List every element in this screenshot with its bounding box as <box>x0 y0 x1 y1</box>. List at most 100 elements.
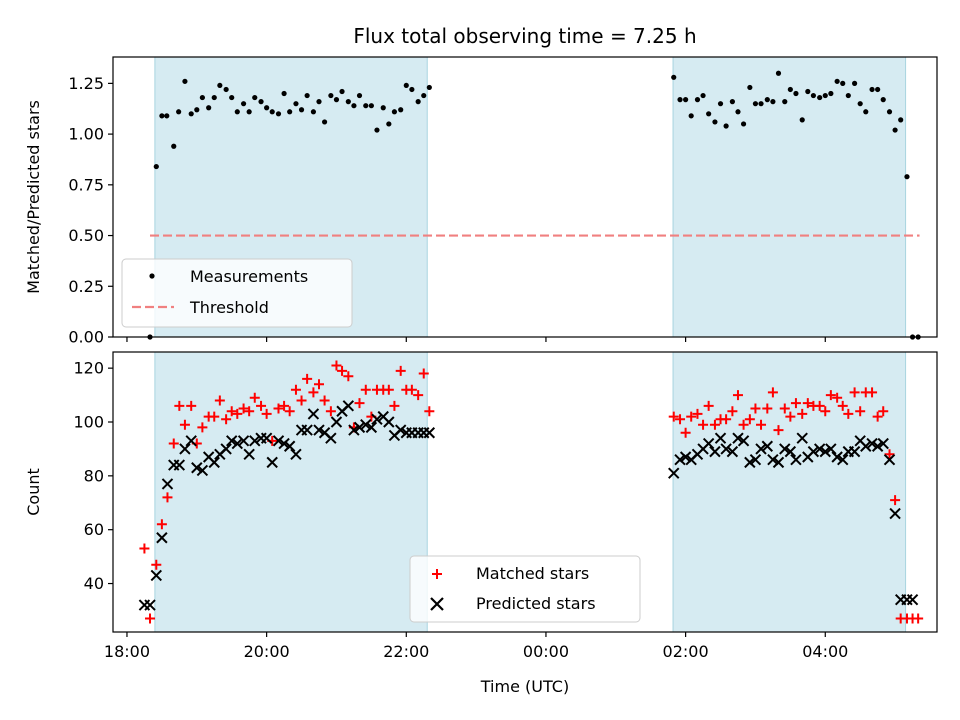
matched-star-point <box>680 427 691 438</box>
measurement-point <box>875 86 881 93</box>
matched-star-point <box>354 398 365 409</box>
measurement-point <box>171 143 177 149</box>
measurement-point <box>740 121 747 127</box>
matched-star-point <box>360 384 371 395</box>
measurement-point <box>712 119 718 125</box>
matched-star-point <box>703 400 714 411</box>
matched-star-point <box>837 400 848 411</box>
measurement-point <box>234 109 240 115</box>
matched-star-point <box>249 392 260 403</box>
measurement-point <box>845 92 851 99</box>
matched-star-point <box>261 408 272 419</box>
measurement-point <box>782 99 788 105</box>
measurement-point <box>863 109 869 115</box>
predicted-star-point <box>674 453 686 466</box>
predicted-star-point <box>744 456 756 469</box>
x-tick-label: 22:00 <box>383 642 429 661</box>
y-tick-label: 40 <box>84 574 104 593</box>
measurement-point <box>391 109 398 115</box>
matched-star-point <box>797 408 808 419</box>
measurement-point <box>176 109 182 115</box>
measurement-point <box>886 109 893 115</box>
measurement-point <box>775 70 782 76</box>
measurement-point <box>409 86 415 93</box>
predicted-star-point <box>313 424 325 436</box>
measurement-point <box>793 90 799 97</box>
axes-frame <box>112 56 938 338</box>
matched-star-point <box>668 411 679 422</box>
legend-matched-label: Matched stars <box>476 564 589 583</box>
predicted-star-point <box>283 440 296 452</box>
measurement-point <box>869 86 875 93</box>
matched-star-point <box>226 406 237 417</box>
matched-star-point <box>878 406 889 417</box>
predicted-star-point <box>156 532 168 544</box>
bottom-panel: 40 60 80 100 120 18:00 20:00 22:00 00:00 02:00 04:… <box>24 351 938 696</box>
matched-star-point <box>890 495 901 506</box>
x-tick-label: 02:00 <box>663 642 709 661</box>
matched-star-point <box>238 403 249 414</box>
matched-star-point <box>179 419 190 430</box>
matched-star-point <box>762 403 773 414</box>
measurement-point <box>281 90 287 97</box>
matched-star-point <box>273 403 284 414</box>
predicted-star-point <box>796 432 808 444</box>
measurement-point <box>258 99 264 105</box>
y-tick-label: 0.50 <box>68 226 104 245</box>
matched-star-point <box>197 422 208 433</box>
measurement-point <box>356 92 363 99</box>
predicted-star-point <box>191 462 203 474</box>
observing-window-band <box>154 351 428 633</box>
predicted-star-point <box>231 437 244 450</box>
matched-star-point <box>802 398 813 409</box>
predicted-star-point <box>278 437 290 450</box>
matched-star-point <box>279 400 290 411</box>
predicted-star-point <box>161 478 174 490</box>
measurement-point <box>403 82 409 89</box>
matched-star-point <box>832 392 843 403</box>
measurement-point <box>264 105 270 111</box>
measurement-point <box>810 92 817 99</box>
measurement-point <box>683 97 689 103</box>
measurement-point <box>188 111 194 117</box>
legend-predicted-marker <box>430 597 444 611</box>
predicted-star-point <box>749 453 762 466</box>
matched-star-point <box>162 492 173 503</box>
predicted-star-point <box>755 443 767 455</box>
predicted-star-point <box>226 435 238 447</box>
measurement-point <box>752 101 759 107</box>
matched-star-point <box>319 395 330 406</box>
measurement-point <box>333 97 340 103</box>
measurement-point <box>787 86 793 93</box>
matched-star-point <box>709 419 720 430</box>
matched-star-point <box>145 613 156 624</box>
measurement-point <box>252 94 258 101</box>
matched-star-point <box>913 613 924 624</box>
predicted-star-point <box>906 593 919 606</box>
measurement-point <box>304 92 310 99</box>
measurement-point <box>246 109 252 115</box>
predicted-star-point <box>848 445 861 458</box>
measurement-point <box>269 109 275 115</box>
measurement-point <box>805 88 811 95</box>
matched-star-point <box>767 387 778 398</box>
predicted-star-point <box>767 453 779 466</box>
measurement-point <box>206 105 212 111</box>
matched-star-point <box>785 411 796 422</box>
measurement-point <box>880 97 886 103</box>
matched-star-point <box>284 406 295 417</box>
matched-star-point <box>139 543 150 554</box>
measurement-point <box>857 101 863 107</box>
matched-star-point <box>756 419 767 430</box>
measurement-point <box>380 105 386 111</box>
matched-star-point <box>744 414 755 425</box>
measurement-point <box>199 94 205 101</box>
predicted-star-point <box>779 443 791 455</box>
measurement-point <box>677 97 683 103</box>
measurement-point <box>828 90 834 97</box>
predicted-star-point <box>784 445 797 458</box>
predicted-star-point <box>394 424 407 436</box>
matched-star-point <box>727 406 738 417</box>
predicted-star-point <box>173 459 186 471</box>
matched-star-point <box>424 406 435 417</box>
